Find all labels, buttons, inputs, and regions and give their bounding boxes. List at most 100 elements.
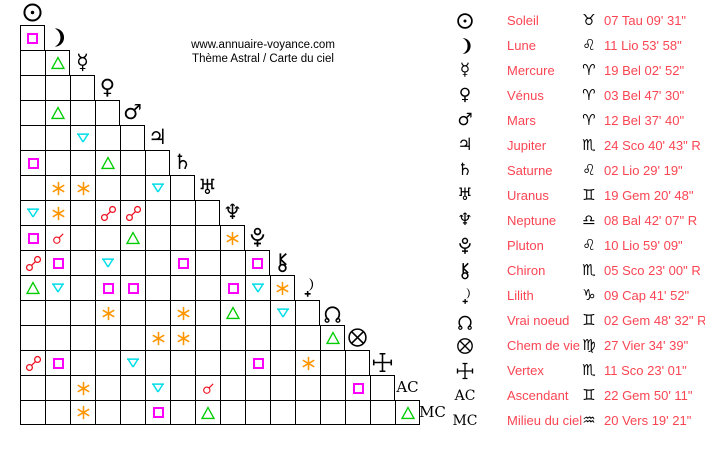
aspect-cell: [45, 350, 70, 375]
planet-name: Mars: [507, 113, 536, 128]
square-aspect-icon: [227, 282, 239, 294]
moon-icon: [54, 28, 65, 47]
aspect-cell: [70, 325, 95, 350]
quincunx-aspect-icon: [152, 183, 164, 193]
aspect-cell: [20, 275, 45, 300]
table-row: Lune ♌ 11 Lio 53' 58": [450, 33, 705, 58]
aspect-cell: [20, 300, 45, 325]
aspect-cell: [245, 275, 270, 300]
planet-symbol: [452, 233, 478, 258]
aspect-cell: [170, 175, 195, 200]
grid-planet-midheaven: MC: [419, 400, 446, 425]
sign-cell: ♌: [578, 233, 600, 258]
ac-label: AC: [454, 387, 476, 404]
aspect-cell: [395, 400, 420, 425]
planet-name: Pluton: [507, 238, 544, 253]
planet-symbol: ☿: [452, 58, 478, 83]
planet-symbol: ♆: [452, 208, 478, 233]
quincunx-aspect-icon: [127, 358, 139, 368]
planet-position: 24 Sco 40' 43" R: [604, 138, 701, 153]
square-aspect-icon: [352, 382, 364, 394]
square-aspect-icon: [27, 232, 39, 244]
aspect-cell: [95, 250, 120, 275]
planet-name: Milieu du ciel: [507, 413, 583, 428]
aspect-cell: [220, 225, 245, 250]
vertex-icon: [456, 362, 474, 379]
aspect-cell: [195, 375, 220, 400]
quincunx-aspect-icon: [152, 383, 164, 393]
sign-cell: ♏: [578, 258, 600, 283]
square-aspect-icon: [252, 257, 263, 269]
table-row: Lilith ♑ 09 Cap 41' 52": [450, 283, 705, 308]
gemini-icon: ♊: [582, 186, 596, 204]
aspect-cell: [220, 250, 245, 275]
aspect-cell: [120, 175, 145, 200]
planet-position: 02 Lio 29' 19": [604, 163, 683, 178]
sign-cell: ♏: [578, 133, 600, 158]
grid-planet-saturn: ♄: [170, 150, 195, 175]
aspect-cell: [295, 300, 320, 325]
square-aspect-icon: [52, 357, 64, 369]
square-aspect-icon: [102, 282, 114, 294]
sign-cell: ♉: [578, 8, 600, 33]
planet-name: Mercure: [507, 63, 555, 78]
planet-symbol: [452, 258, 478, 283]
aspect-cell: [20, 175, 45, 200]
aspect-cell: [195, 325, 220, 350]
grid-planet-mercury: ☿: [70, 50, 95, 75]
aspect-cell: [170, 325, 195, 350]
aspect-cell: [45, 100, 70, 125]
planet-position: 11 Sco 23' 01": [604, 363, 687, 378]
aspect-cell: [20, 125, 45, 150]
aspect-cell: [320, 325, 345, 350]
aspect-cell: [370, 375, 395, 400]
aspect-cell: [245, 325, 270, 350]
planet-position: 05 Sco 23' 00" R: [604, 263, 701, 278]
aspect-cell: [345, 375, 370, 400]
venus-icon: ♀: [99, 75, 116, 99]
mc-label: MC: [452, 412, 478, 429]
aspect-cell: [120, 300, 145, 325]
aspect-cell: [95, 400, 120, 425]
quincunx-aspect-icon: [252, 283, 264, 293]
square-aspect-icon: [252, 357, 264, 369]
page-subtitle: Thème Astral / Carte du ciel: [192, 52, 334, 65]
aspect-cell: [120, 125, 145, 150]
opposition-aspect-icon: [125, 205, 141, 221]
gemini-icon: ♊: [582, 311, 596, 329]
leo-icon: ♌: [582, 161, 596, 179]
planet-name: Neptune: [507, 213, 557, 228]
grid-planet-moon: [45, 25, 70, 50]
gemini-icon: ♊: [582, 386, 596, 404]
leo-icon: ♌: [582, 236, 596, 254]
aspect-cell: [145, 325, 170, 350]
aspect-cell: [45, 325, 70, 350]
quincunx-aspect-icon: [52, 283, 64, 293]
square-aspect-icon: [52, 257, 64, 269]
grid-planet-neptune: ♆: [220, 200, 245, 225]
planet-symbol: ♅: [452, 183, 478, 208]
aspect-cell: [170, 225, 195, 250]
square-aspect-icon: [27, 32, 38, 44]
square-aspect-icon: [127, 282, 139, 294]
sextile-aspect-icon: [51, 181, 65, 195]
sign-cell: ♊: [578, 183, 600, 208]
taurus-icon: ♉: [582, 11, 596, 29]
aspect-cell: [45, 375, 70, 400]
venus-icon: ♀: [458, 85, 472, 105]
sextile-aspect-icon: [101, 306, 115, 320]
planet-name: Vrai noeud: [507, 313, 570, 328]
aspect-cell: [170, 400, 195, 425]
sextile-aspect-icon: [226, 231, 239, 245]
planet-position: 22 Gem 50' 11": [604, 388, 693, 403]
table-row: ☿ Mercure ♈ 19 Bel 02' 52": [450, 58, 705, 83]
table-row: AC Ascendant ♊ 22 Gem 50' 11": [450, 383, 705, 408]
aspect-cell: [220, 300, 245, 325]
virgo-icon: ♍: [582, 336, 596, 354]
aspect-cell: [195, 400, 220, 425]
aspect-cell: [245, 250, 270, 275]
sign-cell: ♎: [578, 208, 600, 233]
planet-symbol: [452, 308, 478, 333]
sign-cell: ♍: [578, 333, 600, 358]
planet-symbol: ♂: [452, 108, 478, 133]
